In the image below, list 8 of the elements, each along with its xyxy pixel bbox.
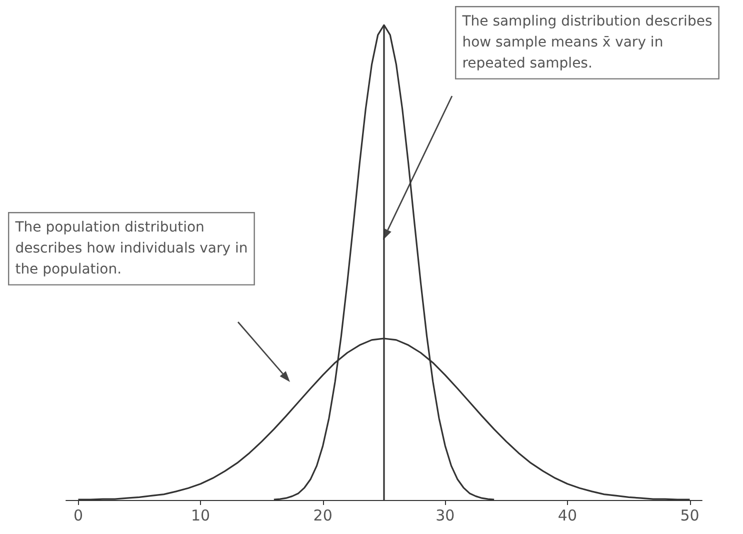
annotation: The sampling distribution describes how sample means x̄ vary in repeated samples. (461, 14, 712, 72)
annotation: The population distribution describes how individuals vary in the population. (14, 220, 248, 278)
x-tick-label: 20 (313, 506, 332, 524)
x-tick-label: 10 (190, 506, 210, 524)
x-tick-label: 50 (680, 506, 700, 524)
x-tick-label: 0 (73, 506, 84, 524)
x-tick-label: 30 (436, 506, 455, 524)
x-tick-label: 40 (558, 506, 578, 524)
